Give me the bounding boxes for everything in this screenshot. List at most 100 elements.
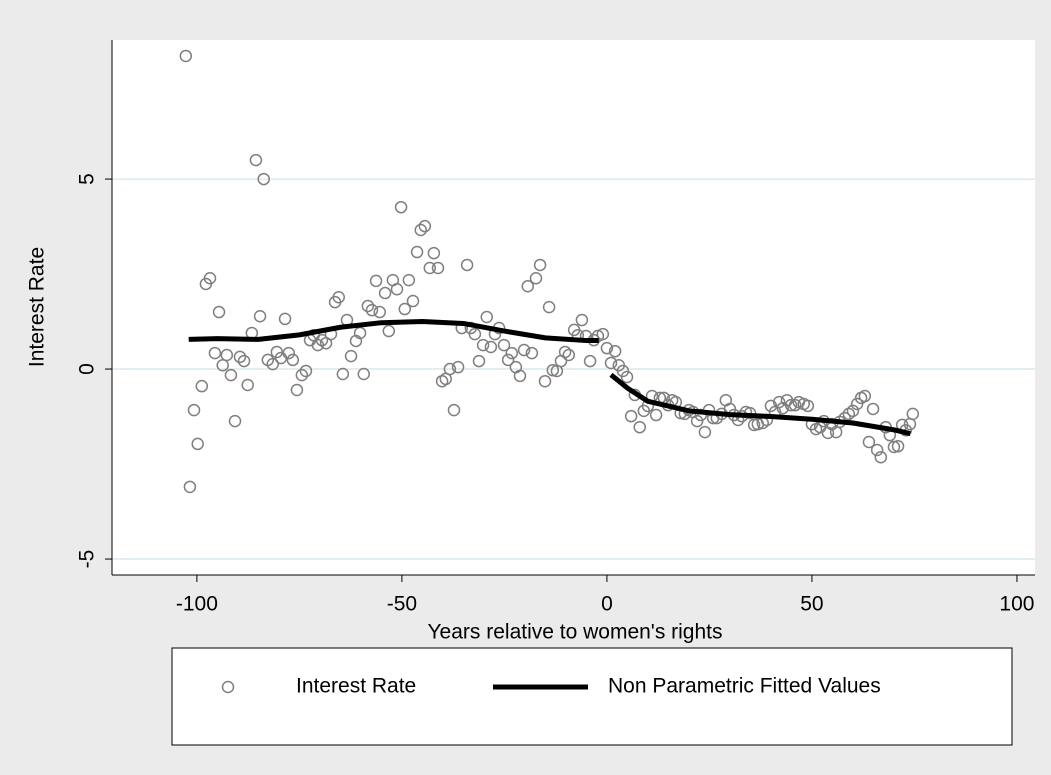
scatter-point bbox=[649, 408, 663, 422]
scatter-point bbox=[846, 404, 860, 418]
scatter-point bbox=[604, 356, 618, 370]
y-axis-label: Interest Rate bbox=[26, 247, 49, 367]
scatter-point bbox=[891, 439, 905, 453]
scatter-point bbox=[224, 368, 238, 382]
scatter-point bbox=[365, 303, 379, 317]
scatter-point bbox=[620, 370, 634, 384]
scatter-point bbox=[418, 219, 432, 233]
scatter-point bbox=[513, 369, 527, 383]
scatter-point bbox=[542, 300, 556, 314]
scatter-point bbox=[698, 425, 712, 439]
y-tick-label: -5 bbox=[76, 550, 99, 569]
scatter-point bbox=[533, 258, 547, 272]
scatter-point bbox=[529, 271, 543, 285]
scatter-point bbox=[484, 340, 498, 354]
x-tick-label: 100 bbox=[999, 593, 1034, 616]
scatter-point bbox=[476, 338, 490, 352]
legend-label: Interest Rate bbox=[296, 675, 416, 698]
fitted-line bbox=[188, 319, 911, 437]
scatter-point bbox=[233, 350, 247, 364]
scatter-point bbox=[398, 302, 412, 316]
scatter-point bbox=[558, 345, 572, 359]
scatter-point bbox=[862, 435, 876, 449]
scatter-point bbox=[521, 279, 535, 293]
scatter-point bbox=[600, 341, 614, 355]
scatter-point bbox=[228, 414, 242, 428]
scatter-point bbox=[332, 290, 346, 304]
scatter-point bbox=[906, 407, 920, 421]
scatter-point bbox=[501, 353, 515, 367]
scatter-point bbox=[179, 49, 193, 63]
scatter-point bbox=[575, 313, 589, 327]
scatter-point bbox=[290, 383, 304, 397]
scatter-point bbox=[624, 409, 638, 423]
scatter-point bbox=[191, 437, 204, 451]
scatter-point bbox=[480, 310, 494, 324]
scatter-point bbox=[870, 443, 884, 457]
scatter-point bbox=[772, 395, 786, 409]
scatter-point bbox=[369, 274, 383, 288]
scatter-point bbox=[497, 338, 511, 352]
scatter-point bbox=[410, 245, 424, 259]
scatter-point bbox=[336, 367, 350, 381]
x-tick-label: 50 bbox=[800, 593, 823, 616]
scatter-point bbox=[278, 312, 292, 326]
legend-label: Non Parametric Fitted Values bbox=[608, 675, 881, 698]
scatter-point bbox=[241, 378, 254, 392]
scatter-point bbox=[562, 348, 576, 362]
scatter-point bbox=[525, 346, 539, 360]
scatter-point bbox=[212, 305, 226, 319]
scatter-point bbox=[344, 349, 358, 363]
y-tick-label: 5 bbox=[76, 173, 99, 185]
scatter-point bbox=[538, 374, 552, 388]
scatter-point bbox=[866, 402, 880, 416]
scatter-point bbox=[447, 403, 461, 417]
scatter-point bbox=[237, 354, 251, 368]
scatter-point bbox=[427, 246, 441, 260]
x-tick-label: -100 bbox=[176, 593, 218, 616]
scatter-point bbox=[402, 273, 416, 287]
scatter-point bbox=[788, 398, 802, 412]
scatter-point bbox=[423, 261, 437, 275]
scatter-point bbox=[406, 294, 420, 308]
scatter-point bbox=[220, 348, 234, 362]
scatter-point bbox=[505, 346, 519, 360]
scatter-point bbox=[414, 223, 428, 237]
y-tick-label: 0 bbox=[76, 363, 99, 375]
scatter-point bbox=[468, 327, 482, 341]
scatter-point bbox=[253, 309, 267, 323]
scatter-point bbox=[373, 305, 387, 319]
x-tick-label: -50 bbox=[387, 593, 417, 616]
scatter-point bbox=[517, 343, 531, 357]
scatter-point bbox=[784, 398, 798, 412]
scatter-point bbox=[361, 299, 375, 313]
scatter-point bbox=[282, 346, 295, 360]
scatter-point bbox=[203, 271, 217, 285]
scatter-point bbox=[286, 353, 300, 367]
scatter-point bbox=[546, 363, 560, 377]
scatter-point bbox=[801, 399, 815, 413]
scatter-point bbox=[596, 327, 610, 341]
scatter-point bbox=[266, 357, 279, 371]
scatter-point bbox=[249, 153, 263, 167]
scatter-point bbox=[183, 480, 197, 494]
scatter-point bbox=[390, 283, 404, 296]
scatter-point bbox=[382, 324, 396, 338]
scatter-point bbox=[195, 379, 209, 393]
scatter-point bbox=[583, 354, 597, 368]
scatter-point bbox=[378, 286, 392, 300]
scatter-point bbox=[690, 414, 704, 428]
x-tick-label: 0 bbox=[601, 593, 613, 616]
scatter-point bbox=[216, 359, 229, 372]
scatter-point bbox=[460, 258, 474, 272]
scatter-point bbox=[633, 420, 646, 434]
scatter-point bbox=[357, 367, 371, 381]
scatter-point bbox=[858, 389, 872, 403]
scatter-point bbox=[187, 403, 201, 417]
legend-swatch bbox=[221, 680, 235, 694]
x-axis-label: Years relative to women's rights bbox=[427, 621, 722, 644]
scatter-point bbox=[472, 354, 486, 368]
scatter-point bbox=[299, 364, 313, 378]
scatter-point bbox=[394, 200, 408, 214]
